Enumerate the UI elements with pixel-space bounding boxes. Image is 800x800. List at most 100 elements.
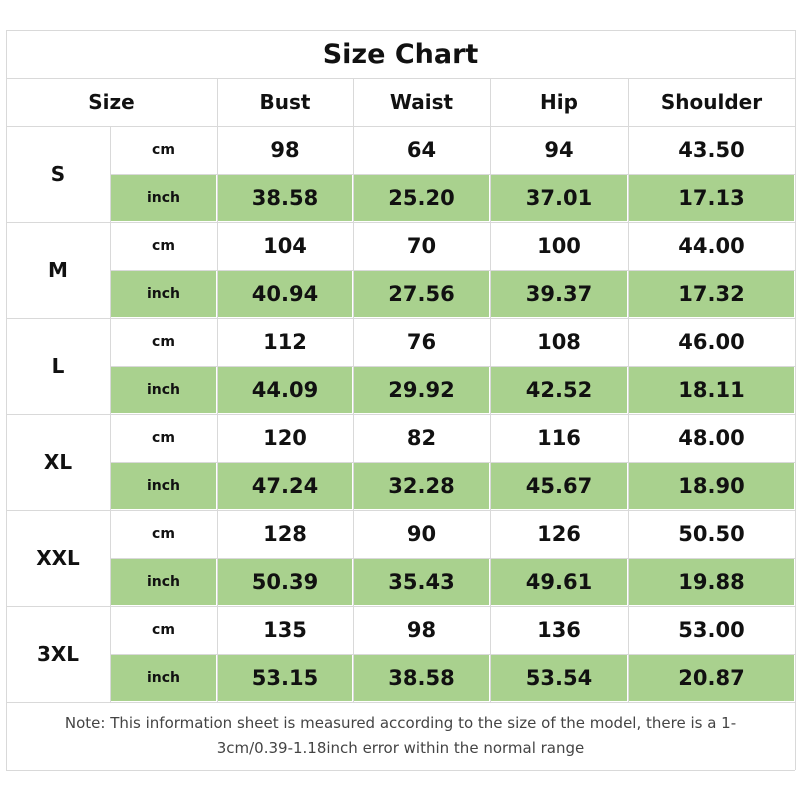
grid-line [6, 78, 795, 79]
value-cell: 38.58 [251, 186, 319, 210]
value-cell: 53.15 [251, 666, 319, 690]
grid-line [6, 222, 795, 223]
grid-line [6, 510, 795, 511]
header-cell: Bust [259, 90, 311, 114]
size-label: XXL [36, 546, 80, 570]
unit-label: inch [146, 574, 181, 590]
value-cell: 76 [406, 330, 437, 354]
green-cell [218, 271, 352, 317]
value-cell: 90 [406, 522, 437, 546]
grid-line [6, 414, 795, 415]
unit-label: cm [152, 622, 175, 638]
value-cell: 18.90 [678, 474, 745, 498]
header-cell: Hip [540, 90, 578, 114]
green-cell [218, 655, 352, 701]
value-cell: 20.87 [678, 666, 745, 690]
value-cell: 45.67 [525, 474, 593, 498]
green-cell [354, 463, 489, 509]
grid-line [353, 78, 354, 702]
value-cell: 18.11 [678, 378, 745, 402]
value-cell: 94 [544, 138, 574, 162]
green-cell [491, 175, 627, 221]
unit-label: cm [152, 430, 175, 446]
green-cell [354, 175, 489, 221]
unit-label: cm [152, 238, 175, 254]
grid-line [110, 462, 795, 463]
green-cell [111, 559, 216, 605]
green-cell [111, 271, 216, 317]
value-cell: 126 [537, 522, 581, 546]
value-cell: 50.39 [251, 570, 319, 594]
value-cell: 82 [406, 426, 437, 450]
value-cell: 40.94 [251, 282, 319, 306]
grid-line [110, 174, 795, 175]
value-cell: 120 [263, 426, 307, 450]
header-cell: Size [88, 90, 135, 114]
value-cell: 44.00 [678, 234, 745, 258]
unit-label: inch [146, 670, 181, 686]
green-cell [218, 559, 352, 605]
green-cell [218, 463, 352, 509]
unit-label: cm [152, 334, 175, 350]
grid-line [110, 366, 795, 367]
grid-line [6, 702, 795, 703]
green-cell [491, 271, 627, 317]
value-cell: 98 [406, 618, 437, 642]
header-cell: Waist [389, 90, 454, 114]
size-label: M [48, 258, 68, 282]
green-cell [354, 655, 489, 701]
unit-label: inch [146, 382, 181, 398]
grid-line [6, 606, 795, 607]
green-cell [111, 367, 216, 413]
grid-line [6, 318, 795, 319]
grid-line [6, 30, 7, 770]
grid-line [490, 78, 491, 702]
green-cell [629, 655, 794, 701]
green-cell [629, 175, 794, 221]
green-cell [629, 559, 794, 605]
value-cell: 70 [406, 234, 437, 258]
value-cell: 116 [537, 426, 581, 450]
grid-line [795, 30, 796, 770]
green-cell [629, 271, 794, 317]
value-cell: 29.92 [388, 378, 455, 402]
unit-label: cm [152, 142, 175, 158]
green-cell [629, 367, 794, 413]
green-cell [218, 175, 352, 221]
green-cell [218, 367, 352, 413]
value-cell: 43.50 [678, 138, 745, 162]
note: Note: This information sheet is measured… [64, 714, 737, 757]
grid-line [217, 78, 218, 702]
value-cell: 37.01 [525, 186, 593, 210]
value-cell: 38.58 [388, 666, 455, 690]
value-cell: 17.13 [678, 186, 745, 210]
green-cell [354, 367, 489, 413]
green-cell [111, 175, 216, 221]
value-cell: 135 [263, 618, 307, 642]
grid-line [6, 30, 795, 31]
value-cell: 104 [263, 234, 307, 258]
value-cell: 42.52 [525, 378, 593, 402]
green-cell [491, 463, 627, 509]
value-cell: 32.28 [388, 474, 455, 498]
value-cell: 35.43 [388, 570, 455, 594]
size-label: 3XL [36, 642, 80, 666]
green-cell [491, 559, 627, 605]
grid-line [110, 654, 795, 655]
green-cell [354, 559, 489, 605]
green-cell [111, 655, 216, 701]
green-cell [354, 271, 489, 317]
grid-line [6, 126, 795, 127]
green-cell [491, 655, 627, 701]
value-cell: 47.24 [251, 474, 319, 498]
unit-label: inch [146, 286, 181, 302]
value-cell: 39.37 [525, 282, 593, 306]
value-cell: 25.20 [388, 186, 455, 210]
grid-line [110, 126, 111, 702]
value-cell: 98 [270, 138, 300, 162]
value-cell: 53.00 [678, 618, 745, 642]
grid-line [110, 558, 795, 559]
value-cell: 44.09 [251, 378, 319, 402]
green-cell [491, 367, 627, 413]
